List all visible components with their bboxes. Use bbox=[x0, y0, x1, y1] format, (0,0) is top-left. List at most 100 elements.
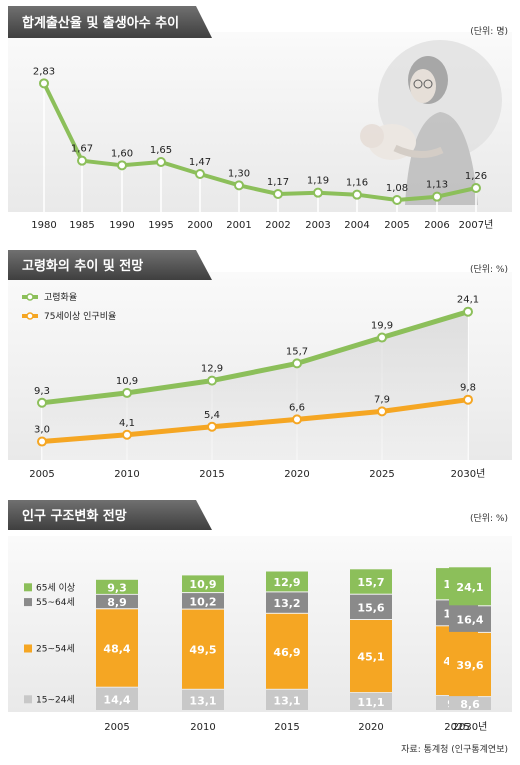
birth-rate-title-tab bbox=[8, 6, 212, 38]
population-category-label: 15~24세 bbox=[36, 694, 75, 705]
aging-series-0-point bbox=[207, 375, 217, 386]
population-x-tick: 2015 bbox=[274, 722, 299, 733]
birth-rate-point bbox=[195, 169, 205, 179]
birth-rate-point bbox=[77, 155, 87, 166]
legend-label-over75: 75세이상 인구비율 bbox=[44, 311, 116, 322]
birth-rate-value-label: 1,60 bbox=[111, 148, 133, 159]
birth-rate-x-tick: 2007년 bbox=[459, 219, 494, 231]
population-bar-label: 10,2 bbox=[189, 595, 216, 608]
population-bar-label: 13,1 bbox=[273, 694, 300, 707]
population-bar-label: 16,4 bbox=[456, 614, 483, 627]
birth-rate-point bbox=[471, 183, 481, 193]
population-x-tick: 2020 bbox=[358, 722, 383, 733]
population-bar-segment bbox=[96, 687, 138, 710]
birth-rate-point bbox=[234, 180, 244, 191]
birth-rate-x-tick: 1995 bbox=[148, 220, 173, 231]
population-bar-segment bbox=[182, 593, 224, 609]
birth-rate-point bbox=[117, 160, 127, 171]
population-bar-label: 46,9 bbox=[273, 646, 300, 659]
population-bar-label: 24,1 bbox=[456, 581, 483, 594]
aging-series-0-value-label: 12,9 bbox=[201, 364, 223, 375]
population-bar-label: 10,9 bbox=[189, 578, 216, 591]
population-bar-segment bbox=[449, 697, 491, 710]
population-bar-segment bbox=[266, 592, 308, 613]
population-x-tick: 2005 bbox=[104, 722, 129, 733]
birth-rate-point bbox=[156, 157, 166, 167]
aging-series-1-point bbox=[122, 429, 132, 440]
population-bar-label: 8,9 bbox=[107, 596, 127, 609]
population-bar-label: 11,1 bbox=[357, 696, 384, 709]
population-bar-segment bbox=[350, 569, 392, 594]
birth-rate-x-tick: 2003 bbox=[305, 220, 330, 231]
birth-rate-value-label: 1,08 bbox=[386, 183, 408, 194]
legend-marker-over75 bbox=[26, 312, 34, 320]
birth-rate-x-tick: 2005 bbox=[384, 220, 409, 231]
aging-x-tick: 2010 bbox=[114, 469, 139, 480]
population-x-tick: 2030년 bbox=[453, 721, 488, 733]
population-bar-segment bbox=[350, 594, 392, 619]
population-bar-label: 45,1 bbox=[357, 651, 384, 664]
population-bar-segment bbox=[350, 620, 392, 693]
population-title: 인구 구조변화 전망 bbox=[22, 508, 127, 524]
aging-x-tick: 2005 bbox=[29, 469, 54, 480]
aging-series-1-line bbox=[41, 397, 469, 444]
aging-series-0-point bbox=[122, 387, 132, 398]
aging-series-0-line bbox=[41, 309, 469, 406]
birth-rate-x-tick: 2006 bbox=[424, 220, 449, 231]
aging-title: 고령화의 추이 및 전망 bbox=[22, 258, 143, 274]
aging-x-tick: 2030년 bbox=[451, 468, 486, 480]
population-bar-label: 48,4 bbox=[103, 643, 130, 656]
aging-series-0-value-label: 9,3 bbox=[34, 386, 50, 397]
population-category-label: 25~54세 bbox=[36, 644, 75, 655]
population-section: 인구 구조변화 전망 (단위: %) 14,4 48,4 8,9 9,3 13,1 49,… bbox=[8, 500, 512, 755]
aging-series-1-point bbox=[377, 406, 387, 417]
population-bar-segment bbox=[182, 575, 224, 593]
aging-series-1-value-label: 7,9 bbox=[374, 394, 390, 405]
aging-series-1-value-label: 6,6 bbox=[289, 402, 305, 413]
birth-rate-value-label: 1,19 bbox=[307, 176, 329, 187]
aging-series-0-point bbox=[377, 332, 387, 343]
birth-rate-unit: (단위: 명) bbox=[470, 26, 508, 37]
population-category-label: 55~64세 bbox=[36, 597, 75, 608]
population-bar-segment bbox=[449, 632, 491, 697]
birth-rate-x-tick: 1985 bbox=[69, 220, 94, 231]
birth-rate-value-label: 1,17 bbox=[267, 177, 289, 188]
population-bar-label: 14,4 bbox=[103, 693, 130, 706]
population-bar-segment bbox=[350, 693, 392, 710]
aging-series-1-value-label: 9,8 bbox=[460, 383, 476, 394]
aging-series-0-point bbox=[292, 358, 302, 369]
population-bar-label: 15,6 bbox=[357, 601, 384, 614]
aging-series-0-point bbox=[37, 397, 47, 408]
birth-rate-x-tick: 2000 bbox=[187, 220, 212, 231]
aging-x-tick: 2015 bbox=[199, 469, 224, 480]
population-category-swatch bbox=[24, 583, 32, 592]
population-title-tab bbox=[8, 500, 212, 530]
aging-title-tab bbox=[8, 250, 212, 280]
aging-unit: (단위: %) bbox=[470, 264, 508, 275]
birth-rate-point bbox=[432, 191, 442, 202]
birth-rate-point bbox=[39, 78, 49, 89]
population-bar-label: 9,3 bbox=[107, 581, 127, 594]
birth-rate-point bbox=[352, 189, 362, 200]
aging-legend: 고령화율 75세이상 인구비율 bbox=[22, 291, 116, 322]
birth-rate-title: 합계출산율 및 출생아수 추이 bbox=[22, 15, 179, 31]
population-bar-label: 15,7 bbox=[357, 576, 384, 589]
population-category-label: 65세 이상 bbox=[36, 582, 75, 593]
aging-series-1-value-label: 4,1 bbox=[119, 418, 135, 429]
birth-rate-x-tick: 2004 bbox=[344, 220, 369, 231]
population-bar-segment bbox=[266, 613, 308, 689]
aging-series-1-point bbox=[463, 394, 473, 405]
birth-rate-value-label: 1,13 bbox=[426, 180, 448, 191]
legend-marker-aging-rate bbox=[26, 293, 34, 301]
aging-rate-area bbox=[42, 311, 468, 460]
population-unit: (단위: %) bbox=[470, 513, 508, 524]
population-bar-label: 13,2 bbox=[273, 597, 300, 610]
aging-series-1-value-label: 3,0 bbox=[34, 425, 50, 436]
birth-rate-section: 합계출산율 및 출생아수 추이 (단위: 명) 2,83 1,67 1,60 1,65… bbox=[8, 6, 512, 231]
aging-series-1-point bbox=[292, 414, 302, 425]
aging-section: 고령화의 추이 및 전망 (단위: %) 고령화율 75세이상 인구비율 9,3… bbox=[8, 250, 512, 480]
population-category-swatch bbox=[24, 598, 32, 607]
population-bar-segment bbox=[96, 594, 138, 609]
